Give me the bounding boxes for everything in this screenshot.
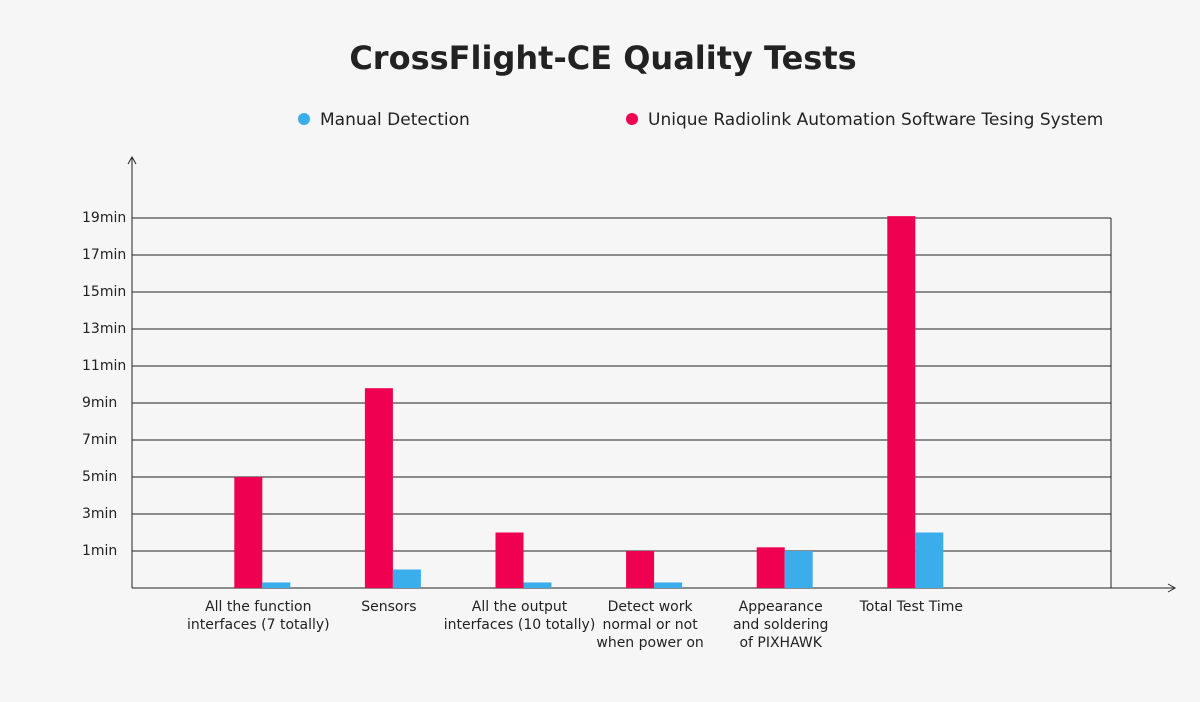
bar xyxy=(392,569,421,588)
legend-text: Manual Detection xyxy=(320,110,470,130)
bar xyxy=(262,582,291,588)
x-tick-label: Appearance and soldering of PIXHAWK xyxy=(733,599,828,651)
bar xyxy=(756,547,785,588)
bar xyxy=(654,582,683,588)
y-tick-label: 19min xyxy=(82,210,126,226)
legend-marker xyxy=(626,113,638,125)
bar xyxy=(523,582,552,588)
y-tick-label: 15min xyxy=(82,284,126,300)
bar xyxy=(915,532,944,588)
y-axis-arrow xyxy=(127,155,137,165)
x-axis-arrow xyxy=(1167,583,1177,593)
bar xyxy=(626,551,655,588)
y-tick-label: 11min xyxy=(82,358,126,374)
x-tick-label: All the output interfaces (10 totally) xyxy=(444,599,596,633)
y-tick-label: 1min xyxy=(82,543,117,559)
x-tick-label: Detect work normal or not when power on xyxy=(596,599,703,651)
y-tick-label: 13min xyxy=(82,321,126,337)
legend-marker xyxy=(298,113,310,125)
x-tick-label: Total Test Time xyxy=(859,599,963,615)
x-tick-label: Sensors xyxy=(361,599,416,615)
bar xyxy=(495,532,524,588)
y-tick-label: 7min xyxy=(82,432,117,448)
bar xyxy=(784,551,813,588)
chart-title: CrossFlight-CE Quality Tests xyxy=(349,39,856,77)
legend-text: Unique Radiolink Automation Software Tes… xyxy=(648,110,1103,130)
y-tick-label: 5min xyxy=(82,469,117,485)
bar xyxy=(364,388,393,588)
x-tick-label: All the function interfaces (7 totally) xyxy=(187,599,330,633)
bar xyxy=(887,216,916,588)
y-tick-label: 3min xyxy=(82,506,117,522)
y-tick-label: 17min xyxy=(82,247,126,263)
bar xyxy=(234,477,263,588)
y-tick-label: 9min xyxy=(82,395,117,411)
